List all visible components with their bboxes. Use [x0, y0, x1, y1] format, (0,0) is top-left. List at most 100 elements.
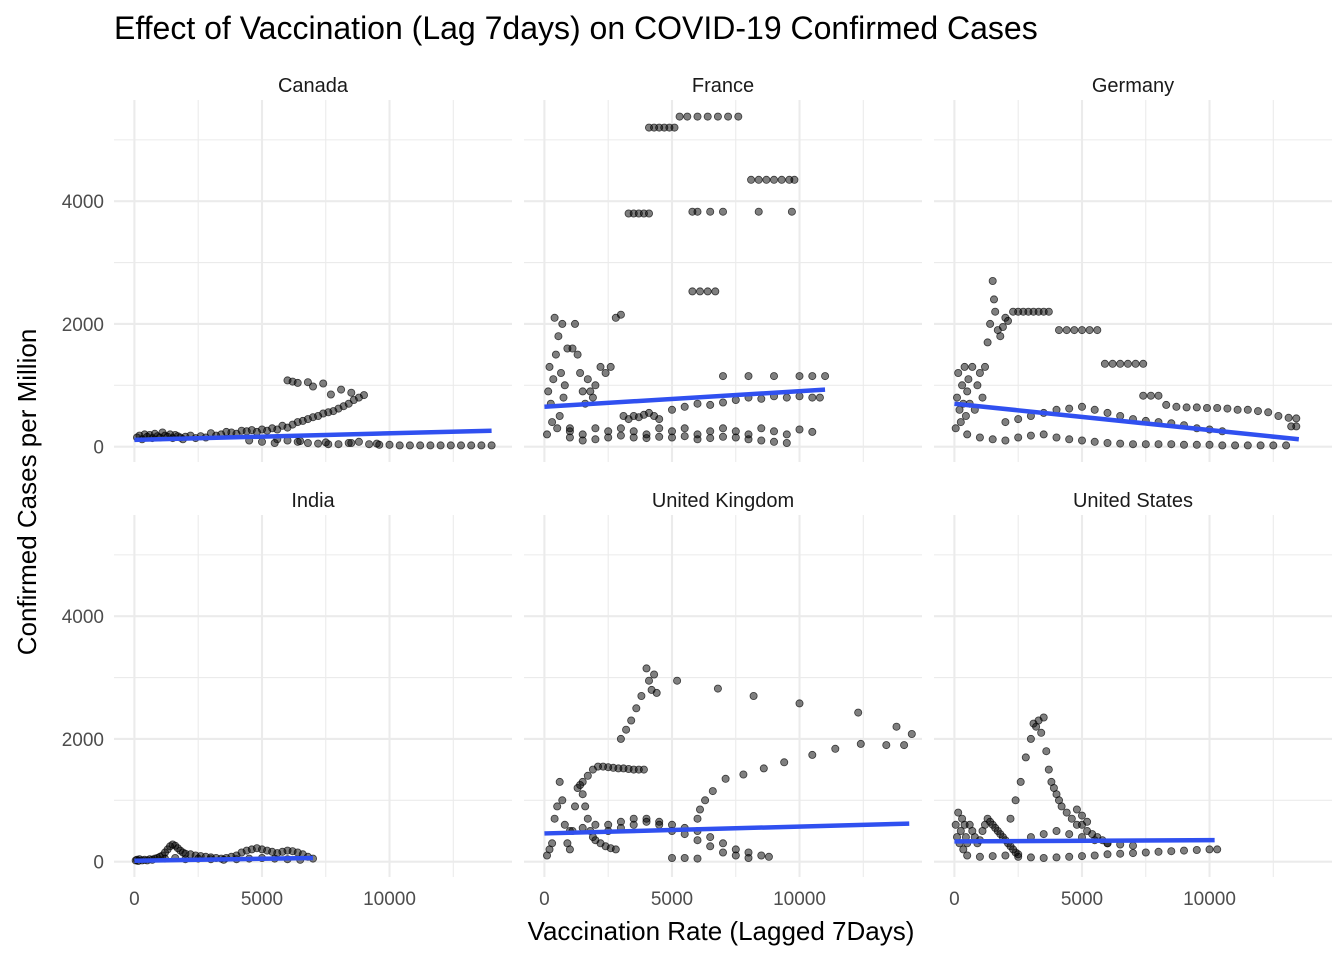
- data-point: [780, 758, 789, 767]
- data-point: [991, 307, 1000, 316]
- data-point: [1231, 441, 1240, 450]
- data-point: [719, 424, 728, 433]
- data-point: [604, 433, 613, 442]
- data-point: [576, 368, 585, 377]
- data-point: [550, 814, 559, 823]
- data-point: [1014, 852, 1023, 861]
- data-point: [591, 435, 600, 444]
- data-point: [770, 427, 779, 436]
- data-point: [1292, 414, 1301, 423]
- data-point: [900, 741, 909, 750]
- data-point: [703, 112, 712, 121]
- data-point: [416, 441, 425, 450]
- data-point: [953, 393, 962, 402]
- data-point: [591, 820, 600, 829]
- data-point: [544, 387, 553, 396]
- data-point: [1282, 441, 1291, 450]
- data-point: [831, 744, 840, 753]
- data-point: [719, 432, 728, 441]
- panel-france: France: [524, 75, 922, 462]
- data-point: [655, 820, 664, 829]
- data-point: [1014, 433, 1023, 442]
- data-point: [724, 112, 733, 121]
- data-point: [696, 287, 705, 296]
- data-point: [1192, 846, 1201, 855]
- data-point: [719, 207, 728, 216]
- data-point: [650, 670, 659, 679]
- data-point: [1213, 403, 1222, 412]
- data-point: [1037, 728, 1046, 737]
- data-point: [573, 350, 582, 359]
- data-point: [1014, 415, 1023, 424]
- data-point: [963, 851, 972, 860]
- data-point: [583, 814, 592, 823]
- data-point: [1039, 854, 1048, 863]
- data-point: [1139, 359, 1148, 368]
- data-point: [637, 692, 646, 701]
- data-point: [1243, 441, 1252, 450]
- data-point: [557, 368, 566, 377]
- data-point: [1093, 326, 1102, 335]
- x-tick-label: 5000: [1061, 889, 1103, 910]
- data-point: [1103, 408, 1112, 417]
- data-point: [1264, 408, 1273, 417]
- data-point: [744, 854, 753, 863]
- data-point: [347, 438, 356, 447]
- data-point: [1108, 359, 1117, 368]
- data-point: [713, 112, 722, 121]
- data-point: [759, 764, 768, 773]
- data-point: [854, 708, 863, 717]
- data-point: [693, 207, 702, 216]
- data-point: [1052, 433, 1061, 442]
- data-point: [1141, 440, 1150, 449]
- data-point: [365, 440, 374, 449]
- data-point: [1233, 405, 1242, 414]
- data-point: [1116, 849, 1125, 858]
- facet-panels: Canada 0 2000 4000 France Germany India 0 2000 40…: [62, 75, 1332, 910]
- data-point: [973, 381, 982, 390]
- chart-title: Effect of Vaccination (Lag 7days) on COV…: [114, 10, 1038, 46]
- data-point: [591, 424, 600, 433]
- facet-label: India: [291, 490, 335, 512]
- data-point: [645, 209, 654, 218]
- data-point: [1090, 437, 1099, 446]
- data-point: [1044, 307, 1053, 316]
- data-point: [1129, 841, 1138, 850]
- data-point: [568, 344, 577, 353]
- data-point: [303, 438, 312, 447]
- data-point: [1062, 326, 1071, 335]
- data-point: [975, 852, 984, 861]
- data-point: [978, 393, 987, 402]
- data-point: [668, 405, 677, 414]
- data-point: [706, 833, 715, 842]
- data-point: [960, 362, 969, 371]
- data-point: [347, 388, 356, 397]
- data-point: [555, 411, 564, 420]
- data-point: [680, 424, 689, 433]
- data-point: [319, 379, 328, 388]
- data-point: [815, 393, 824, 402]
- data-point: [770, 437, 779, 446]
- y-tick-label: 4000: [62, 192, 104, 213]
- data-point: [795, 392, 804, 401]
- data-point: [693, 836, 702, 845]
- data-point: [565, 845, 574, 854]
- data-point: [1067, 814, 1076, 823]
- data-point: [711, 287, 720, 296]
- data-point: [961, 411, 970, 420]
- data-point: [1274, 411, 1283, 420]
- data-point: [963, 387, 972, 396]
- data-point: [706, 427, 715, 436]
- data-point: [616, 424, 625, 433]
- data-point: [1021, 753, 1030, 762]
- data-point: [555, 777, 564, 786]
- data-point: [1078, 436, 1087, 445]
- data-point: [477, 441, 486, 450]
- data-point: [616, 734, 625, 743]
- data-point: [545, 362, 554, 371]
- data-point: [954, 808, 963, 817]
- data-point: [719, 839, 728, 848]
- data-point: [703, 287, 712, 296]
- data-point: [1213, 845, 1222, 854]
- data-point: [1123, 359, 1132, 368]
